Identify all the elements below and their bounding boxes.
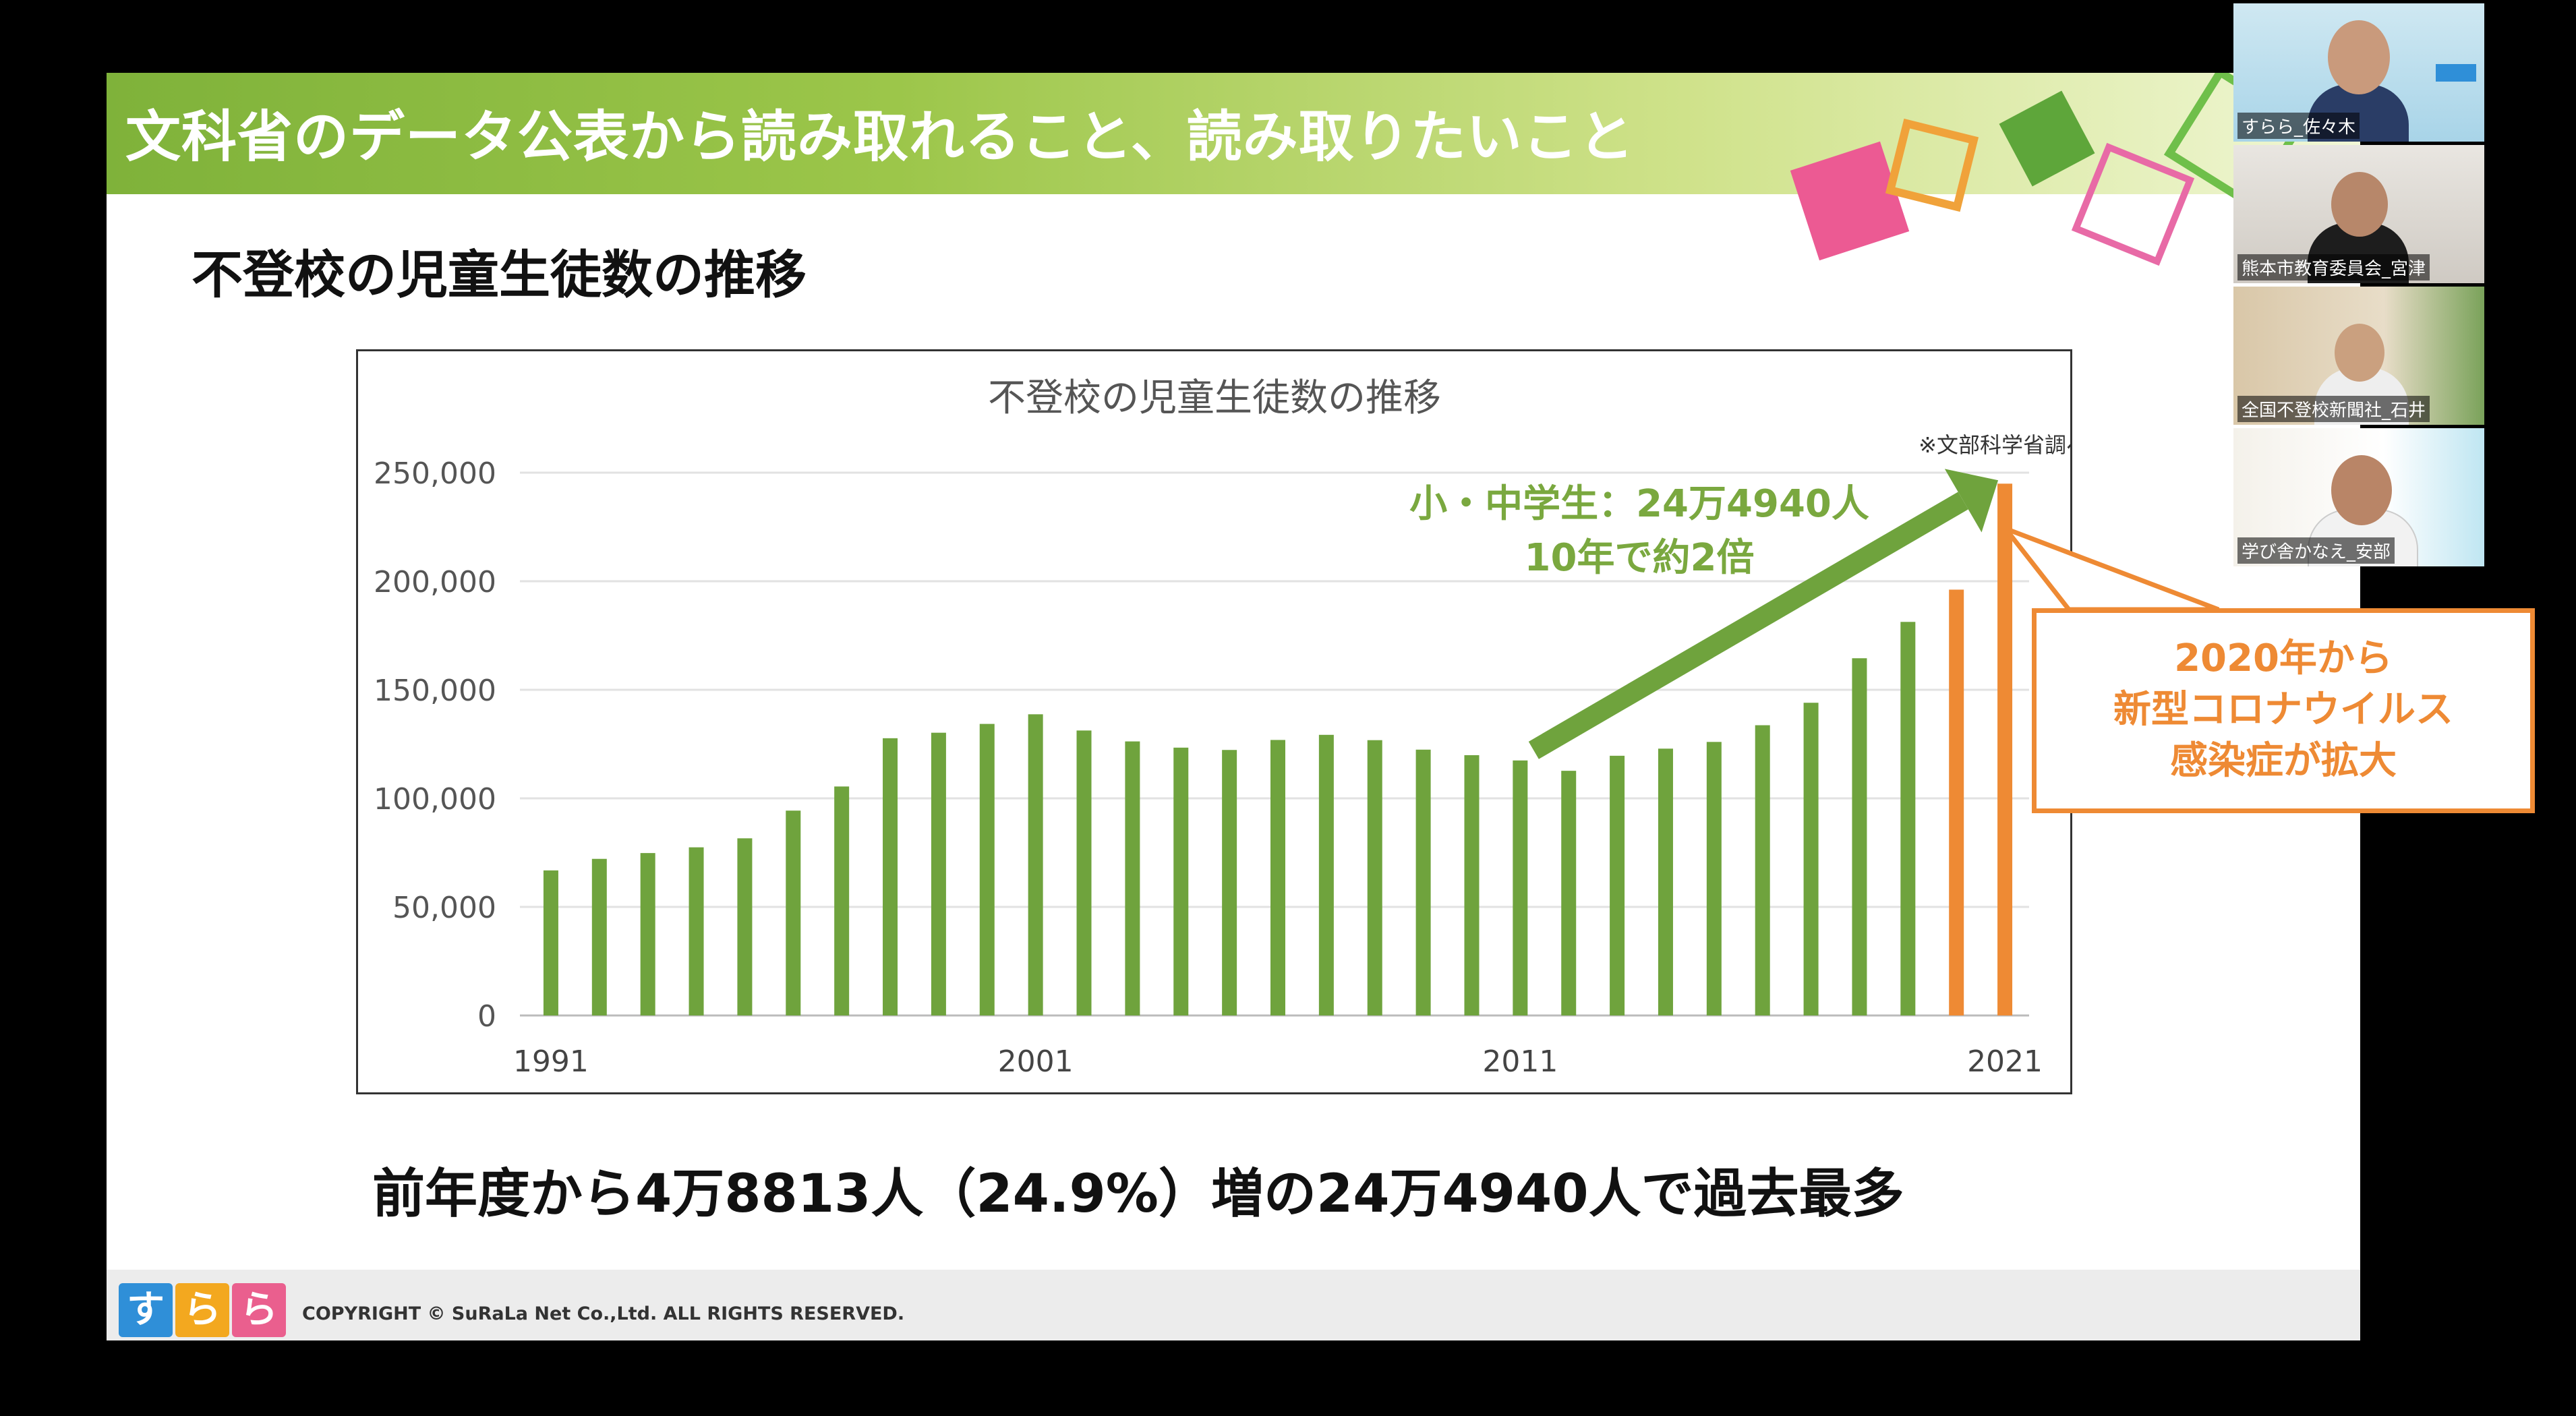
bar-2017	[1803, 703, 1819, 1015]
presentation-slide: 文科省のデータ公表から読み取れること、読み取りたいこと 不登校の児童生徒数の推移…	[107, 73, 2360, 1340]
callout-line-2: 新型コロナウイルス	[2113, 688, 2453, 732]
participant-avatar	[2331, 455, 2392, 525]
bar-2002	[1076, 730, 1092, 1015]
x-tick-label: 2011	[1482, 1044, 1558, 1079]
video-tile[interactable]: 熊本市教育委員会_宮津	[2233, 145, 2484, 283]
y-tick-label: 200,000	[374, 565, 496, 599]
copyright-text: COPYRIGHT © SuRaLa Net Co.,Ltd. ALL RIGH…	[302, 1303, 905, 1324]
participant-avatar	[2335, 324, 2384, 382]
participant-name: 全国不登校新聞社_石井	[2237, 396, 2430, 422]
bar-2003	[1125, 741, 1140, 1015]
bar-1999	[931, 732, 946, 1015]
bar-2019	[1900, 622, 1916, 1015]
x-tick-label: 1991	[513, 1044, 589, 1079]
y-tick-label: 250,000	[374, 456, 496, 491]
participant-name: 学び舎かなえ_安部	[2237, 537, 2395, 564]
participant-avatar	[2328, 20, 2390, 94]
bar-1996	[786, 810, 801, 1015]
participant-name: 熊本市教育委員会_宮津	[2237, 254, 2430, 281]
video-tile[interactable]: 全国不登校新聞社_石井	[2233, 287, 2484, 425]
bar-2006	[1270, 740, 1285, 1015]
bar-2008	[1367, 740, 1382, 1015]
bar-2000	[979, 724, 995, 1015]
x-tick-label: 2001	[998, 1044, 1074, 1079]
y-tick-label: 150,000	[374, 674, 496, 708]
bar-2005	[1222, 750, 1237, 1015]
logo-ra-icon: ら	[175, 1283, 229, 1337]
bar-2013	[1610, 755, 1625, 1015]
bar-2020	[1949, 589, 1964, 1015]
title-band	[107, 73, 2360, 194]
bar-2007	[1318, 734, 1334, 1015]
bar-1997	[834, 786, 850, 1015]
participant-name: すらら_佐々木	[2237, 113, 2360, 139]
bar-2010	[1464, 755, 1480, 1015]
slide-subtitle: 不登校の児童生徒数の推移	[192, 245, 807, 305]
chart-frame: 不登校の児童生徒数の推移 ※文部科学省調べ 0 50,000 100,000 150,00…	[356, 349, 2072, 1094]
conclusion-text: 前年度から4万8813人（24.9%）増の24万4940人で過去最多	[372, 1164, 1904, 1225]
bar-2021	[1997, 483, 2013, 1015]
participant-avatar	[2331, 172, 2388, 237]
y-tick-label: 0	[477, 999, 496, 1034]
video-tile[interactable]: 学び舎かなえ_安部	[2233, 428, 2484, 566]
bar-2018	[1852, 658, 1867, 1015]
annotation-line-1: 小・中学生：24万4940人	[1409, 482, 1869, 526]
annotation-line-2: 10年で約2倍	[1525, 536, 1755, 580]
trend-arrow-head	[1944, 469, 1999, 533]
bar-2016	[1755, 725, 1770, 1015]
trend-arrow-shaft	[1528, 492, 1968, 759]
bar-1993	[640, 853, 655, 1015]
source-note: ※文部科学省調べ	[1919, 432, 2070, 458]
bar-2012	[1561, 771, 1577, 1015]
y-tick-label: 50,000	[392, 891, 496, 925]
footer-bar	[107, 1270, 2360, 1340]
slide-title: 文科省のデータ公表から読み取れること、読み取りたいこと	[125, 105, 1635, 169]
bar-1991	[543, 870, 558, 1015]
bar-1998	[883, 738, 898, 1015]
bar-2015	[1706, 742, 1722, 1015]
bar-2004	[1173, 747, 1189, 1015]
surala-logo-icon	[2436, 64, 2476, 82]
y-tick-label: 100,000	[374, 782, 496, 817]
bar-1992	[591, 858, 607, 1015]
logo-su-icon: す	[119, 1283, 173, 1337]
logo-ra2-icon: ら	[232, 1283, 286, 1337]
x-tick-label: 2021	[1967, 1044, 2043, 1079]
callout-line-1: 2020年から	[2174, 637, 2393, 680]
bar-2001	[1028, 714, 1043, 1015]
video-tile[interactable]: すらら_佐々木	[2233, 3, 2484, 142]
bar-chart: 不登校の児童生徒数の推移 ※文部科学省調べ 0 50,000 100,000 150,00…	[374, 376, 2070, 1079]
chart-title: 不登校の児童生徒数の推移	[988, 376, 1441, 420]
bar-1994	[689, 847, 704, 1015]
callout-box: 2020年から 新型コロナウイルス 感染症が拡大	[2032, 608, 2535, 813]
callout-line-3: 感染症が拡大	[2170, 739, 2397, 783]
bar-2009	[1415, 749, 1431, 1015]
bar-2014	[1658, 748, 1673, 1015]
bar-1995	[737, 838, 753, 1015]
bar-2011	[1513, 760, 1528, 1015]
